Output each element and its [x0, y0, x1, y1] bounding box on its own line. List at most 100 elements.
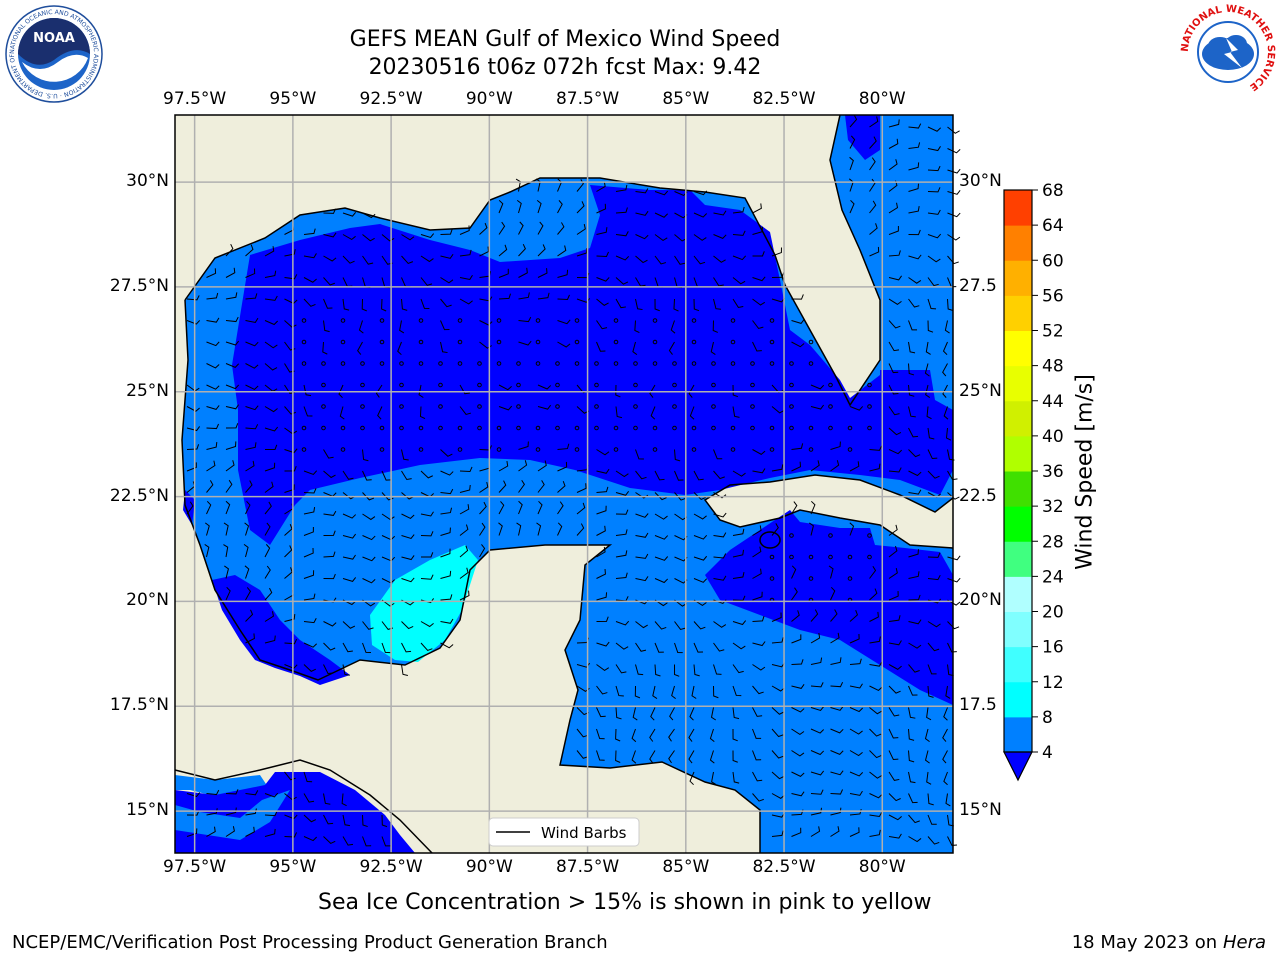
wind-barb [869, 750, 882, 759]
wind-barb [710, 707, 717, 721]
wind-barb [693, 621, 706, 630]
colorbar-tick-label: 48 [1042, 357, 1064, 377]
lon-tick-top: 82.5°W [752, 89, 816, 109]
wind-barb [908, 384, 915, 397]
colorbar-segment [1004, 716, 1032, 753]
wind-barb [732, 685, 742, 697]
calm-barb [574, 339, 580, 345]
wind-barb [557, 294, 570, 300]
wind-barb [771, 464, 784, 472]
wind-barb [204, 544, 210, 558]
wind-barb [284, 664, 298, 669]
wind-barb [440, 229, 453, 235]
wind-barb [888, 320, 901, 329]
calm-barb [340, 361, 346, 366]
wind-barb [596, 616, 609, 622]
calm-barb [613, 447, 619, 452]
wind-barb [245, 384, 259, 391]
wind-barb [649, 384, 656, 398]
colorbar-segment [1004, 506, 1032, 542]
wind-barb [596, 449, 610, 456]
wind-barb [264, 341, 278, 349]
calm-barb [730, 447, 736, 452]
colorbar-tick-label: 60 [1042, 251, 1064, 271]
wind-barb [342, 533, 357, 539]
calm-barb [301, 425, 307, 431]
wind-barb [888, 119, 900, 128]
calm-barb [847, 447, 853, 452]
wind-barb [557, 480, 566, 493]
map-frame [174, 114, 954, 854]
wind-barb [771, 685, 785, 692]
wind-barb [713, 621, 727, 628]
wind-barb [693, 555, 708, 561]
wind-barb [752, 750, 762, 761]
wind-barb [693, 664, 700, 677]
calm-barb [652, 318, 658, 323]
wind-barb [810, 632, 821, 644]
wind-barb [908, 750, 915, 763]
colorbar-tick-label: 28 [1042, 532, 1064, 552]
lon-tick-top: 80°W [858, 89, 906, 109]
wind-barb [225, 460, 235, 472]
wind-barb [869, 685, 883, 691]
wind-barb [342, 664, 350, 676]
wind-barb [303, 298, 316, 307]
wind-barb [401, 298, 408, 311]
wind-barb [791, 707, 805, 713]
wind-barb [908, 571, 920, 579]
wind-barb [689, 771, 695, 786]
wind-barb [752, 276, 766, 282]
wind-barb [908, 162, 920, 171]
wind-barb [284, 832, 297, 838]
wind-barb [830, 807, 842, 816]
wind-barb [927, 233, 942, 239]
calm-barb [496, 361, 502, 366]
calm-barb [555, 382, 560, 388]
wind-barb [635, 188, 649, 194]
wind-barb [650, 406, 656, 420]
calm-barb [574, 447, 580, 452]
calm-barb [321, 361, 326, 366]
wind-barb [342, 621, 356, 629]
wind-barb [942, 341, 948, 356]
wind-barb [615, 529, 628, 536]
calm-barb [789, 382, 794, 388]
wind-barb [303, 406, 313, 417]
wind-barb [537, 221, 544, 235]
wind-barb [518, 316, 532, 323]
wind-barb [869, 661, 883, 667]
wind-barb [615, 207, 628, 214]
calm-barb [750, 382, 755, 388]
wind-barb [943, 771, 948, 786]
wind-barb [830, 826, 840, 837]
wind-barb [557, 269, 569, 278]
wind-barb [206, 384, 220, 390]
wind-barb [713, 449, 723, 460]
wind-barb [362, 255, 374, 265]
calm-barb [457, 339, 463, 345]
calm-barb [418, 361, 424, 366]
wind-barb [908, 728, 915, 741]
calm-barb [750, 404, 755, 409]
colorbar-tick-label: 32 [1042, 497, 1064, 517]
wind-barb [557, 501, 564, 515]
wind-barb [888, 250, 901, 257]
wind-barb [245, 460, 255, 472]
wind-barb [947, 212, 961, 218]
wind-barb [927, 621, 941, 628]
calm-barb [847, 554, 853, 560]
wind-barb [732, 707, 740, 720]
wind-barb [518, 479, 525, 493]
colorbar-segment [1004, 576, 1032, 612]
wind-barb [206, 317, 220, 323]
wind-barb [888, 427, 902, 436]
wind-barb [596, 251, 609, 257]
lon-tick-bottom: 80°W [858, 857, 906, 877]
wind-barb [420, 621, 434, 628]
wind-barb [596, 685, 608, 695]
calm-barb [399, 404, 404, 409]
wind-barb [732, 298, 744, 308]
wind-barb [752, 203, 762, 214]
wind-barb [927, 664, 937, 675]
